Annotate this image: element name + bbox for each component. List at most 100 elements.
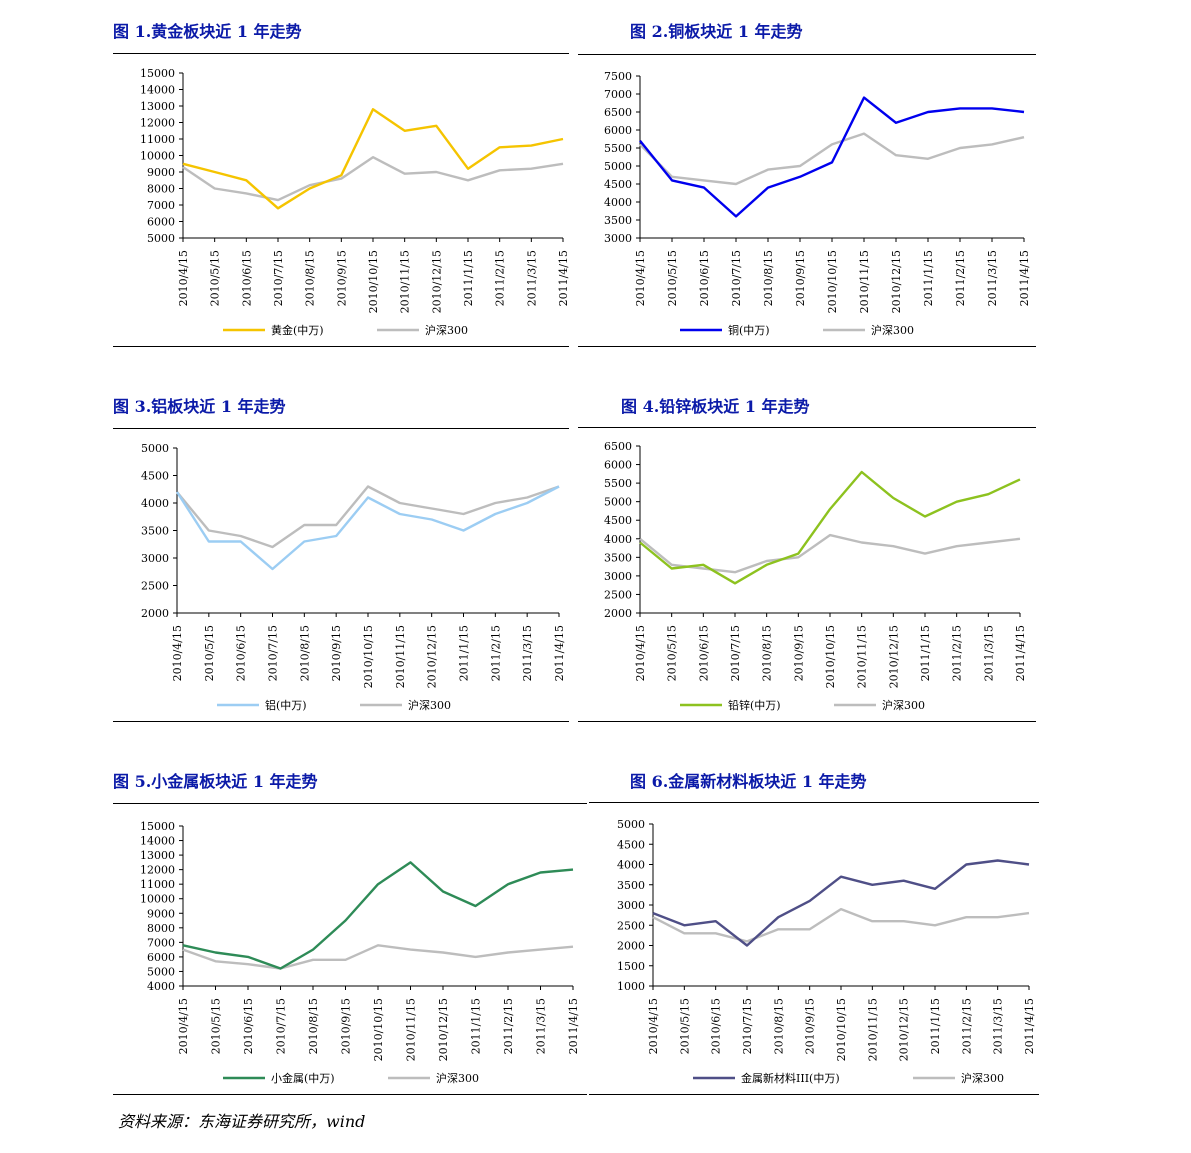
y-tick-label: 5000: [147, 965, 175, 978]
x-tick-label: 2010/12/15: [898, 998, 911, 1061]
chart-panel-2: 图 2.铜板块近 1 年走势 3000 3500 4000 4500 5000 5500 6…: [578, 0, 1036, 350]
x-tick-label: 2010/7/15: [729, 625, 742, 681]
y-tick-label: 7000: [147, 936, 175, 949]
x-tick-label: 2011/3/15: [992, 998, 1005, 1054]
y-tick-label: 3500: [141, 525, 169, 538]
x-tick-label: 2010/4/15: [634, 250, 647, 306]
y-tick-label: 2500: [141, 580, 169, 593]
x-tick-label: 2011/3/15: [986, 250, 999, 306]
x-tick-label: 2011/2/15: [489, 625, 502, 681]
x-tick-label: 2010/7/15: [272, 250, 285, 306]
y-tick-label: 4500: [604, 514, 632, 527]
y-tick-label: 4000: [147, 980, 175, 993]
y-tick-label: 5000: [617, 818, 645, 831]
y-tick-label: 4000: [141, 497, 169, 510]
x-tick-label: 2010/4/15: [171, 625, 184, 681]
x-tick-label: 2011/3/15: [525, 250, 538, 306]
x-tick-label: 2010/7/15: [730, 250, 743, 306]
x-tick-label: 2010/4/15: [177, 998, 190, 1054]
bottom-rule: [589, 1094, 1039, 1095]
y-tick-label: 11000: [140, 878, 175, 891]
legend-label: 铅锌(中万): [728, 698, 781, 712]
y-tick-label: 7000: [604, 88, 632, 101]
series-line: [652, 907, 1030, 943]
y-tick-label: 5500: [604, 142, 632, 155]
x-tick-label: 2010/12/15: [430, 250, 443, 313]
x-tick-label: 2010/6/15: [242, 998, 255, 1054]
y-tick-label: 14000: [140, 835, 175, 848]
legend-label: 铝(中万): [265, 698, 307, 712]
y-tick-label: 1500: [617, 960, 645, 973]
legend-label: 黄金(中万): [271, 323, 324, 337]
x-tick-label: 2010/12/15: [437, 998, 450, 1061]
legend-label: 沪深300: [961, 1071, 1004, 1085]
x-tick-label: 2010/11/15: [399, 250, 412, 313]
y-tick-label: 4000: [604, 533, 632, 546]
chart-title: 图 5.小金属板块近 1 年走势: [113, 772, 318, 791]
y-tick-label: 10000: [140, 150, 175, 163]
x-tick-label: 2010/8/15: [772, 998, 785, 1054]
x-tick-label: 2010/5/15: [203, 625, 216, 681]
x-tick-label: 2011/4/15: [1014, 625, 1027, 681]
top-rule: [578, 427, 1036, 428]
x-tick-label: 2010/11/15: [856, 625, 869, 688]
x-tick-label: 2011/2/15: [502, 998, 515, 1054]
x-tick-label: 2010/11/15: [866, 998, 879, 1061]
chart-title: 图 3.铝板块近 1 年走势: [113, 397, 286, 416]
chart-panel-4: 图 4.铅锌板块近 1 年走势 2000 2500 3000 3500 4000 4500…: [578, 375, 1036, 725]
x-tick-label: 2010/8/15: [304, 250, 317, 306]
chart-svg: 5000 6000 7000 8000 9000 10000 11000 12000 13000…: [140, 67, 570, 337]
x-tick-label: 2010/11/15: [858, 250, 871, 313]
y-tick-label: 2000: [604, 607, 632, 620]
series-line: [182, 944, 574, 970]
x-tick-label: 2010/9/15: [340, 998, 353, 1054]
y-tick-label: 9000: [147, 166, 175, 179]
x-tick-label: 2010/12/15: [887, 625, 900, 688]
bottom-rule: [113, 346, 569, 347]
chart-title: 图 2.铜板块近 1 年走势: [630, 22, 803, 41]
chart-title: 图 6.金属新材料板块近 1 年走势: [630, 772, 867, 791]
y-tick-label: 3000: [141, 552, 169, 565]
y-tick-label: 12000: [140, 117, 175, 130]
chart-svg: 2000 2500 3000 3500 4000 4500 5000 5500 6000 6500…: [604, 440, 1027, 712]
x-tick-label: 2010/6/15: [710, 998, 723, 1054]
bottom-rule: [113, 721, 569, 722]
x-tick-label: 2010/12/15: [426, 625, 439, 688]
x-tick-label: 2010/5/15: [666, 625, 679, 681]
x-tick-label: 2011/4/15: [557, 250, 570, 306]
y-tick-label: 2500: [604, 588, 632, 601]
legend-label: 沪深300: [871, 323, 914, 337]
source-note: 资料来源：东海证券研究所，wind: [118, 1112, 366, 1131]
x-tick-label: 2010/6/15: [240, 250, 253, 306]
y-tick-label: 14000: [140, 84, 175, 97]
x-tick-label: 2010/6/15: [235, 625, 248, 681]
y-tick-label: 4000: [617, 859, 645, 872]
x-tick-label: 2011/2/15: [954, 250, 967, 306]
x-tick-label: 2010/9/15: [335, 250, 348, 306]
y-tick-label: 6500: [604, 440, 632, 453]
y-tick-label: 9000: [147, 907, 175, 920]
y-tick-label: 3500: [617, 879, 645, 892]
x-tick-label: 2011/3/15: [982, 625, 995, 681]
legend-label: 小金属(中万): [271, 1071, 335, 1085]
x-tick-label: 2010/8/15: [298, 625, 311, 681]
x-tick-label: 2011/1/15: [919, 625, 932, 681]
y-tick-label: 3000: [617, 899, 645, 912]
series-line: [639, 96, 1025, 218]
bottom-rule: [578, 346, 1036, 347]
y-tick-label: 5000: [141, 442, 169, 455]
x-tick-label: 2010/8/15: [307, 998, 320, 1054]
x-tick-label: 2010/7/15: [275, 998, 288, 1054]
y-tick-label: 10000: [140, 893, 175, 906]
x-tick-label: 2010/4/15: [634, 625, 647, 681]
x-tick-label: 2010/9/15: [804, 998, 817, 1054]
x-tick-label: 2011/1/15: [458, 625, 471, 681]
x-tick-label: 2010/10/15: [824, 625, 837, 688]
y-tick-label: 4500: [617, 838, 645, 851]
y-tick-label: 8000: [147, 922, 175, 935]
x-tick-label: 2011/1/15: [470, 998, 483, 1054]
y-tick-label: 12000: [140, 864, 175, 877]
x-tick-label: 2010/5/15: [209, 250, 222, 306]
chart-title: 图 1.黄金板块近 1 年走势: [113, 22, 302, 41]
y-tick-label: 6000: [604, 124, 632, 137]
